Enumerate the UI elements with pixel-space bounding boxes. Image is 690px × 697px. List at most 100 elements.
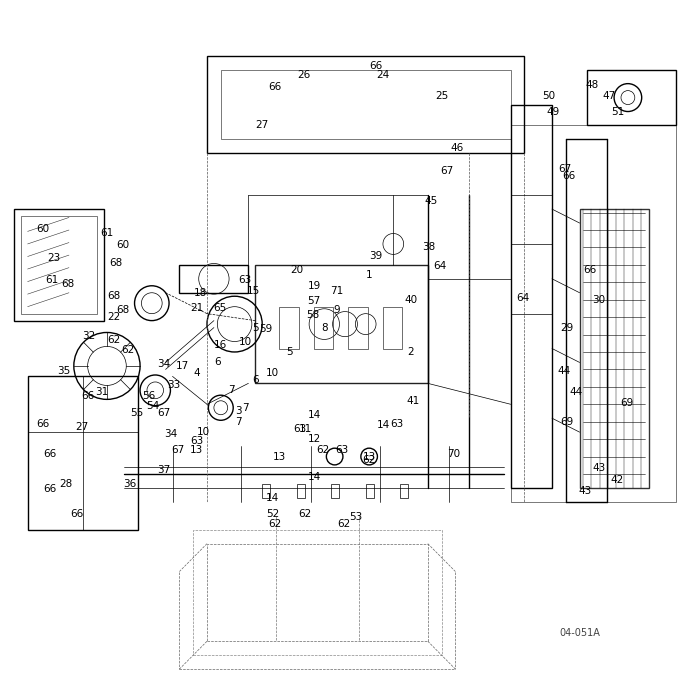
- Text: 17: 17: [176, 361, 190, 371]
- Text: 16: 16: [214, 340, 228, 350]
- Text: 32: 32: [81, 331, 95, 341]
- Text: 67: 67: [440, 166, 454, 176]
- Text: 36: 36: [123, 480, 137, 489]
- Text: 14: 14: [376, 420, 390, 430]
- Text: 60: 60: [116, 240, 130, 250]
- Text: 69: 69: [620, 398, 633, 408]
- Text: 28: 28: [59, 480, 72, 489]
- Text: 66: 66: [562, 171, 576, 181]
- Text: 45: 45: [424, 196, 438, 206]
- Text: 46: 46: [450, 143, 464, 153]
- Text: 63: 63: [390, 419, 404, 429]
- Text: 14: 14: [307, 410, 321, 420]
- Text: 59: 59: [259, 324, 273, 334]
- Text: 8: 8: [321, 323, 328, 332]
- Text: 04-051A: 04-051A: [559, 628, 600, 638]
- Text: 50: 50: [542, 91, 555, 101]
- Text: 62: 62: [362, 455, 376, 465]
- Text: 10: 10: [197, 427, 210, 437]
- Text: 62: 62: [298, 510, 312, 519]
- Text: 64: 64: [433, 261, 447, 271]
- Text: 34: 34: [157, 359, 171, 369]
- Text: 63: 63: [238, 275, 252, 285]
- Bar: [348, 307, 368, 348]
- Bar: [400, 484, 408, 498]
- Text: 1: 1: [366, 270, 373, 280]
- Bar: [262, 484, 270, 498]
- Text: 5: 5: [286, 347, 293, 357]
- Text: 66: 66: [268, 82, 282, 92]
- Text: 27: 27: [255, 121, 269, 130]
- Bar: [331, 484, 339, 498]
- Text: 63: 63: [190, 436, 204, 445]
- Text: 44: 44: [569, 387, 583, 397]
- Text: 13: 13: [190, 445, 204, 454]
- Text: 67: 67: [558, 164, 571, 174]
- Text: 66: 66: [369, 61, 383, 71]
- Text: 68: 68: [61, 279, 75, 289]
- Text: 35: 35: [57, 366, 70, 376]
- Text: 20: 20: [290, 266, 304, 275]
- Text: 63: 63: [293, 424, 307, 434]
- Bar: [580, 209, 649, 488]
- Text: 31: 31: [95, 387, 108, 397]
- Text: 7: 7: [228, 385, 235, 395]
- Text: 56: 56: [141, 391, 155, 401]
- Text: 10: 10: [238, 337, 252, 346]
- Text: 23: 23: [47, 253, 61, 263]
- Text: 61: 61: [45, 275, 59, 285]
- Text: 62: 62: [107, 335, 121, 345]
- Bar: [279, 307, 299, 348]
- Text: 52: 52: [266, 510, 279, 519]
- Text: 44: 44: [558, 366, 571, 376]
- Text: 24: 24: [376, 70, 390, 80]
- Text: 67: 67: [171, 445, 185, 454]
- Text: 3: 3: [235, 406, 242, 416]
- Text: 15: 15: [247, 286, 261, 296]
- Text: 66: 66: [36, 419, 50, 429]
- Text: 41: 41: [406, 396, 420, 406]
- Text: 5: 5: [252, 323, 259, 332]
- Text: 57: 57: [307, 296, 321, 306]
- Bar: [314, 307, 333, 348]
- Text: 13: 13: [273, 452, 286, 461]
- Text: 25: 25: [435, 91, 448, 101]
- Text: 26: 26: [297, 70, 310, 80]
- Text: 51: 51: [611, 107, 624, 116]
- Text: 63: 63: [335, 445, 348, 454]
- Text: 10: 10: [266, 368, 279, 378]
- Text: 54: 54: [146, 401, 160, 411]
- Text: 18: 18: [193, 288, 207, 298]
- Text: 70: 70: [447, 450, 461, 459]
- Text: 42: 42: [611, 475, 624, 484]
- Text: 38: 38: [422, 243, 436, 252]
- Text: 68: 68: [116, 305, 130, 315]
- Text: 4: 4: [193, 368, 200, 378]
- Text: 55: 55: [130, 408, 144, 418]
- Text: 68: 68: [109, 259, 123, 268]
- Text: 43: 43: [592, 464, 606, 473]
- Text: 29: 29: [560, 323, 574, 332]
- Text: 21: 21: [190, 303, 204, 313]
- Text: 37: 37: [157, 466, 171, 475]
- Text: 9: 9: [333, 305, 340, 315]
- Text: 40: 40: [404, 295, 417, 305]
- Text: 58: 58: [306, 310, 319, 320]
- Text: 68: 68: [107, 291, 121, 301]
- Text: 30: 30: [592, 295, 606, 305]
- Bar: [383, 307, 402, 348]
- Text: 71: 71: [330, 286, 344, 296]
- Text: 6: 6: [214, 358, 221, 367]
- Text: 67: 67: [157, 408, 171, 418]
- Text: 62: 62: [337, 519, 351, 529]
- Text: 69: 69: [560, 417, 574, 427]
- Text: 19: 19: [307, 281, 321, 291]
- Text: 2: 2: [407, 347, 414, 357]
- Text: 33: 33: [167, 380, 181, 390]
- Text: 66: 66: [43, 450, 57, 459]
- Text: 49: 49: [546, 107, 560, 116]
- Text: 66: 66: [81, 391, 95, 401]
- Text: 14: 14: [307, 473, 321, 482]
- Text: 64: 64: [516, 293, 530, 303]
- Text: 27: 27: [75, 422, 88, 431]
